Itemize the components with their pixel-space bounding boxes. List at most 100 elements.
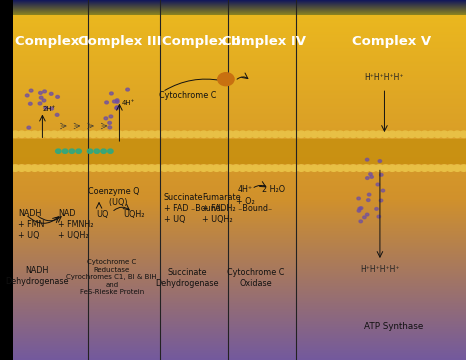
Circle shape bbox=[377, 215, 381, 218]
Circle shape bbox=[395, 165, 403, 171]
Circle shape bbox=[219, 165, 227, 171]
Circle shape bbox=[265, 165, 273, 171]
Circle shape bbox=[226, 165, 234, 171]
Circle shape bbox=[148, 165, 156, 171]
Circle shape bbox=[284, 165, 292, 171]
Circle shape bbox=[440, 165, 448, 171]
Text: NADH
Dehydrogenase: NADH Dehydrogenase bbox=[5, 266, 69, 287]
Circle shape bbox=[359, 220, 363, 223]
Circle shape bbox=[109, 131, 117, 138]
Circle shape bbox=[37, 131, 45, 138]
Circle shape bbox=[126, 88, 130, 91]
Circle shape bbox=[69, 131, 78, 138]
Circle shape bbox=[440, 131, 448, 138]
Circle shape bbox=[434, 131, 442, 138]
Circle shape bbox=[174, 165, 182, 171]
Circle shape bbox=[252, 131, 260, 138]
Circle shape bbox=[336, 165, 344, 171]
Circle shape bbox=[44, 131, 52, 138]
Circle shape bbox=[232, 165, 240, 171]
Text: ATP Synthase: ATP Synthase bbox=[364, 322, 423, 331]
Circle shape bbox=[31, 165, 39, 171]
Circle shape bbox=[362, 131, 370, 138]
Circle shape bbox=[109, 115, 113, 118]
Circle shape bbox=[357, 210, 361, 212]
Circle shape bbox=[108, 149, 113, 153]
Circle shape bbox=[115, 165, 123, 171]
Circle shape bbox=[427, 165, 435, 171]
Circle shape bbox=[167, 131, 175, 138]
Text: UQ: UQ bbox=[96, 210, 109, 219]
Circle shape bbox=[102, 165, 110, 171]
Text: UQH₂: UQH₂ bbox=[123, 210, 145, 219]
Circle shape bbox=[421, 165, 429, 171]
Circle shape bbox=[310, 131, 318, 138]
Circle shape bbox=[232, 131, 240, 138]
Circle shape bbox=[284, 131, 292, 138]
Circle shape bbox=[375, 165, 384, 171]
Circle shape bbox=[329, 165, 338, 171]
Text: H⁺H⁺H⁺H⁺: H⁺H⁺H⁺H⁺ bbox=[365, 73, 404, 82]
Circle shape bbox=[180, 131, 188, 138]
Circle shape bbox=[104, 117, 108, 120]
Circle shape bbox=[87, 149, 93, 153]
Circle shape bbox=[239, 131, 247, 138]
Circle shape bbox=[291, 131, 299, 138]
Circle shape bbox=[291, 165, 299, 171]
Circle shape bbox=[369, 173, 372, 175]
Circle shape bbox=[381, 189, 385, 192]
Circle shape bbox=[38, 102, 42, 105]
Text: NAD
+ FMNH₂
+ UQH₂: NAD + FMNH₂ + UQH₂ bbox=[58, 209, 94, 240]
Circle shape bbox=[154, 131, 162, 138]
Circle shape bbox=[375, 208, 378, 210]
Circle shape bbox=[226, 131, 234, 138]
Circle shape bbox=[55, 149, 61, 153]
Circle shape bbox=[174, 131, 182, 138]
Circle shape bbox=[63, 131, 71, 138]
Circle shape bbox=[29, 89, 33, 92]
Circle shape bbox=[317, 131, 325, 138]
Text: 2H⁺: 2H⁺ bbox=[42, 105, 56, 112]
Text: 4H⁺
+ O₂: 4H⁺ + O₂ bbox=[235, 185, 254, 206]
Circle shape bbox=[453, 165, 461, 171]
Circle shape bbox=[363, 216, 366, 219]
Circle shape bbox=[40, 96, 43, 99]
Circle shape bbox=[50, 131, 58, 138]
Circle shape bbox=[57, 165, 65, 171]
Circle shape bbox=[56, 95, 59, 98]
Circle shape bbox=[212, 131, 221, 138]
Circle shape bbox=[356, 131, 364, 138]
Circle shape bbox=[18, 131, 26, 138]
Circle shape bbox=[122, 165, 130, 171]
Circle shape bbox=[206, 165, 214, 171]
Circle shape bbox=[43, 90, 47, 93]
Circle shape bbox=[113, 100, 116, 103]
Circle shape bbox=[414, 131, 422, 138]
Text: 2 H₂O: 2 H₂O bbox=[262, 185, 285, 194]
Circle shape bbox=[110, 92, 113, 95]
Circle shape bbox=[18, 165, 26, 171]
Circle shape bbox=[323, 131, 331, 138]
Circle shape bbox=[365, 158, 369, 161]
Circle shape bbox=[370, 176, 373, 178]
Circle shape bbox=[193, 165, 201, 171]
Circle shape bbox=[278, 131, 286, 138]
Circle shape bbox=[49, 93, 53, 95]
Circle shape bbox=[343, 165, 351, 171]
Circle shape bbox=[28, 102, 32, 105]
Circle shape bbox=[115, 131, 123, 138]
Circle shape bbox=[109, 165, 117, 171]
Circle shape bbox=[39, 91, 42, 94]
Circle shape bbox=[135, 165, 143, 171]
Circle shape bbox=[135, 131, 143, 138]
Circle shape bbox=[82, 131, 91, 138]
Circle shape bbox=[380, 174, 383, 176]
Circle shape bbox=[245, 131, 254, 138]
Circle shape bbox=[329, 131, 338, 138]
Circle shape bbox=[304, 165, 312, 171]
Circle shape bbox=[108, 121, 111, 124]
Circle shape bbox=[378, 160, 382, 162]
Circle shape bbox=[76, 149, 82, 153]
Circle shape bbox=[317, 165, 325, 171]
Circle shape bbox=[336, 131, 344, 138]
